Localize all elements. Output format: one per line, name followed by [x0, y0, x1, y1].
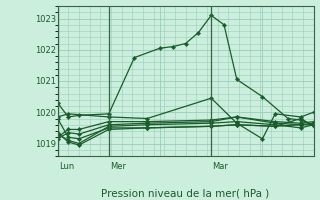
Text: Mer: Mer: [110, 162, 126, 171]
Text: Lun: Lun: [59, 162, 74, 171]
Text: Mar: Mar: [212, 162, 228, 171]
Text: Pression niveau de la mer( hPa ): Pression niveau de la mer( hPa ): [101, 189, 270, 199]
